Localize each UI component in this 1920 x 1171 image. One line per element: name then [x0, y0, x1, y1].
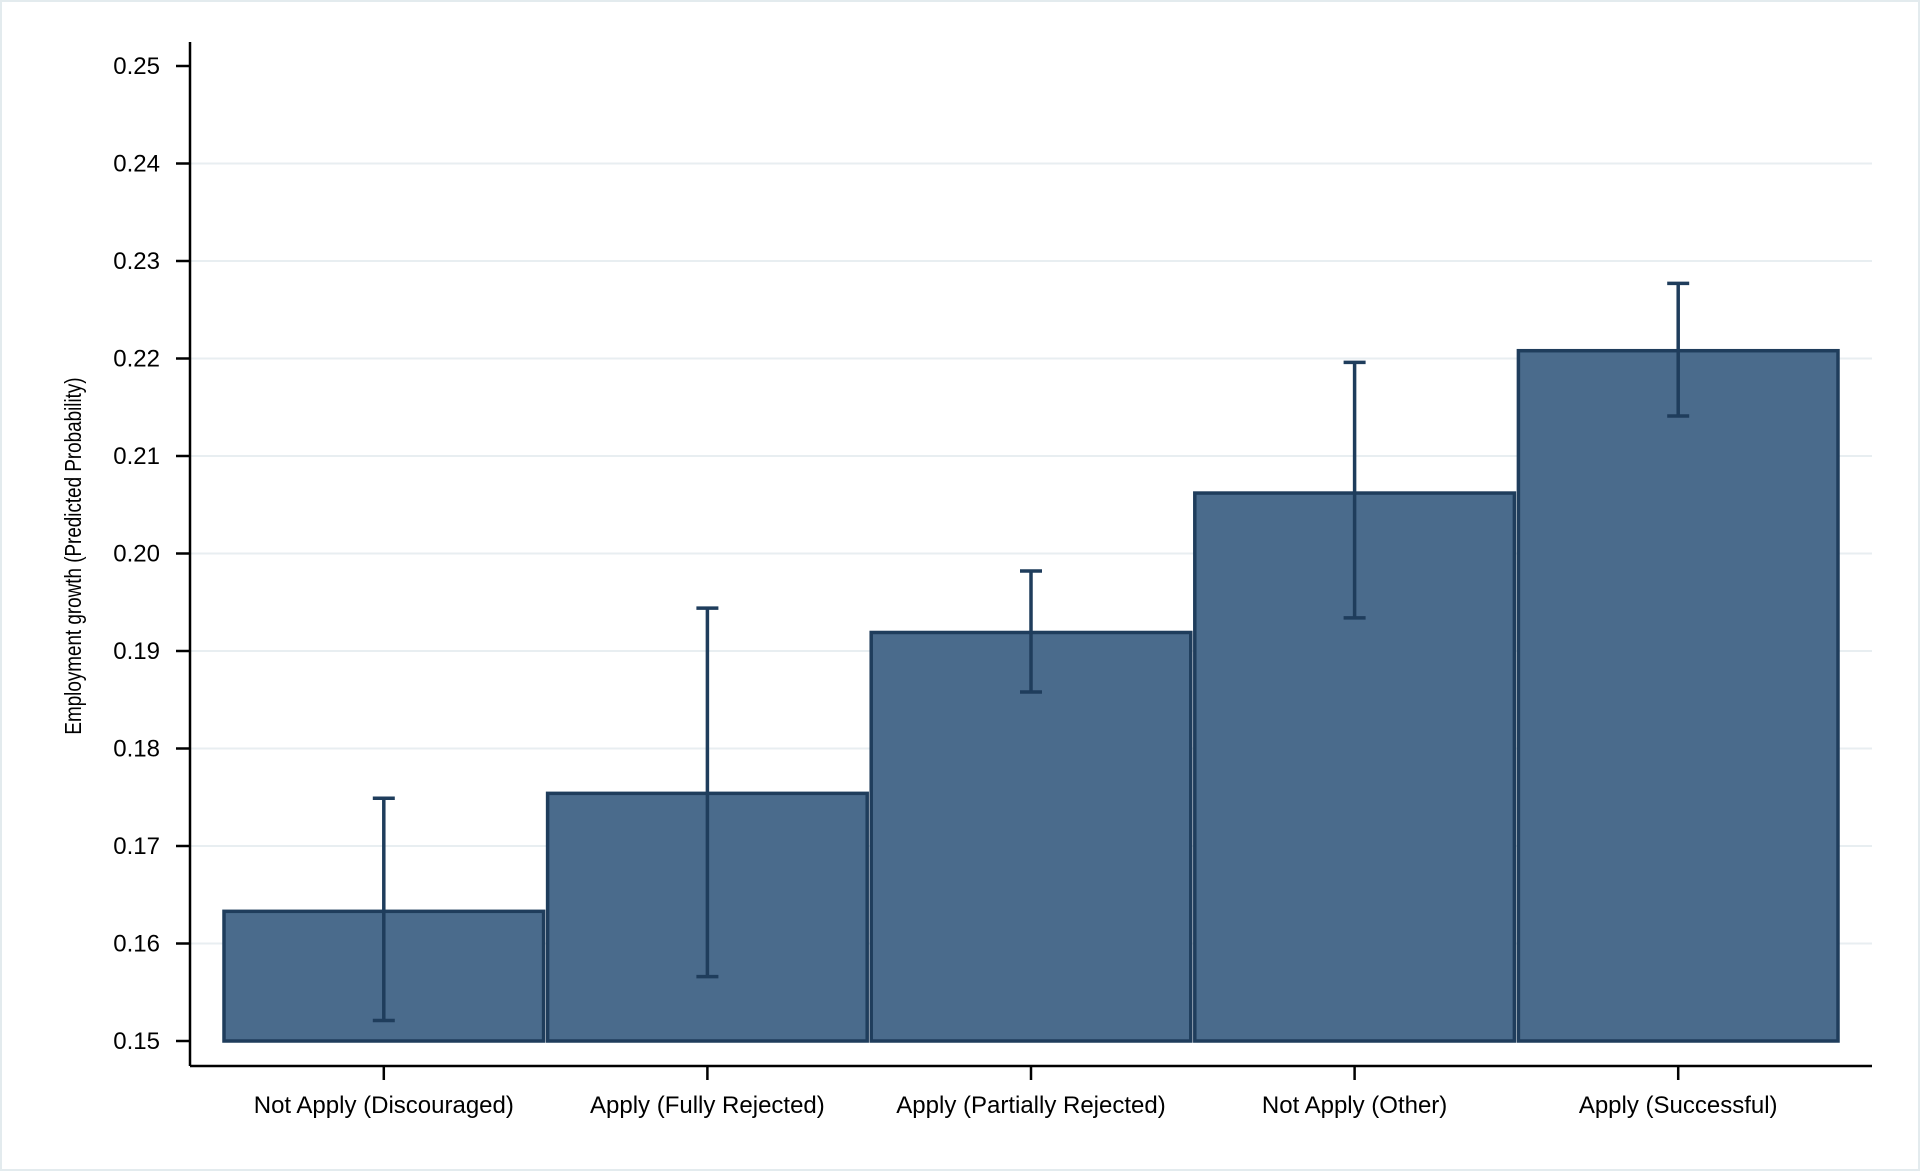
- x-axis-ticks: Not Apply (Discouraged) Apply (Fully Reje…: [254, 1066, 1778, 1119]
- y-tick-label: 0.17: [113, 833, 160, 860]
- x-tick-label: Apply (Fully Rejected): [590, 1092, 825, 1119]
- x-tick-label: Apply (Partially Rejected): [896, 1092, 1165, 1119]
- y-tick-label: 0.20: [113, 541, 160, 568]
- y-tick-label: 0.19: [113, 638, 160, 665]
- bar-5: [1516, 348, 1840, 1043]
- y-tick-label: 0.23: [113, 248, 160, 275]
- y-axis-title: Employment growth (Predicted Probability…: [61, 377, 86, 734]
- y-tick-label: 0.18: [113, 736, 160, 763]
- y-tick-label: 0.22: [113, 346, 160, 373]
- y-axis-ticks: 0.15 0.16 0.17 0.18 0.19 0.20 0.21 0.22 0.23 0.24…: [113, 53, 190, 1055]
- y-tick-label: 0.24: [113, 151, 160, 178]
- y-tick-label: 0.15: [113, 1028, 160, 1055]
- y-tick-label: 0.21: [113, 443, 160, 470]
- error-bars: [372, 281, 1690, 1023]
- bars: [222, 348, 1840, 1043]
- x-tick-label: Apply (Successful): [1579, 1092, 1778, 1119]
- x-tick-label: Not Apply (Discouraged): [254, 1092, 514, 1119]
- y-tick-label: 0.25: [113, 53, 160, 80]
- x-tick-label: Not Apply (Other): [1262, 1092, 1447, 1119]
- bar-3: [869, 630, 1193, 1043]
- y-tick-label: 0.16: [113, 931, 160, 958]
